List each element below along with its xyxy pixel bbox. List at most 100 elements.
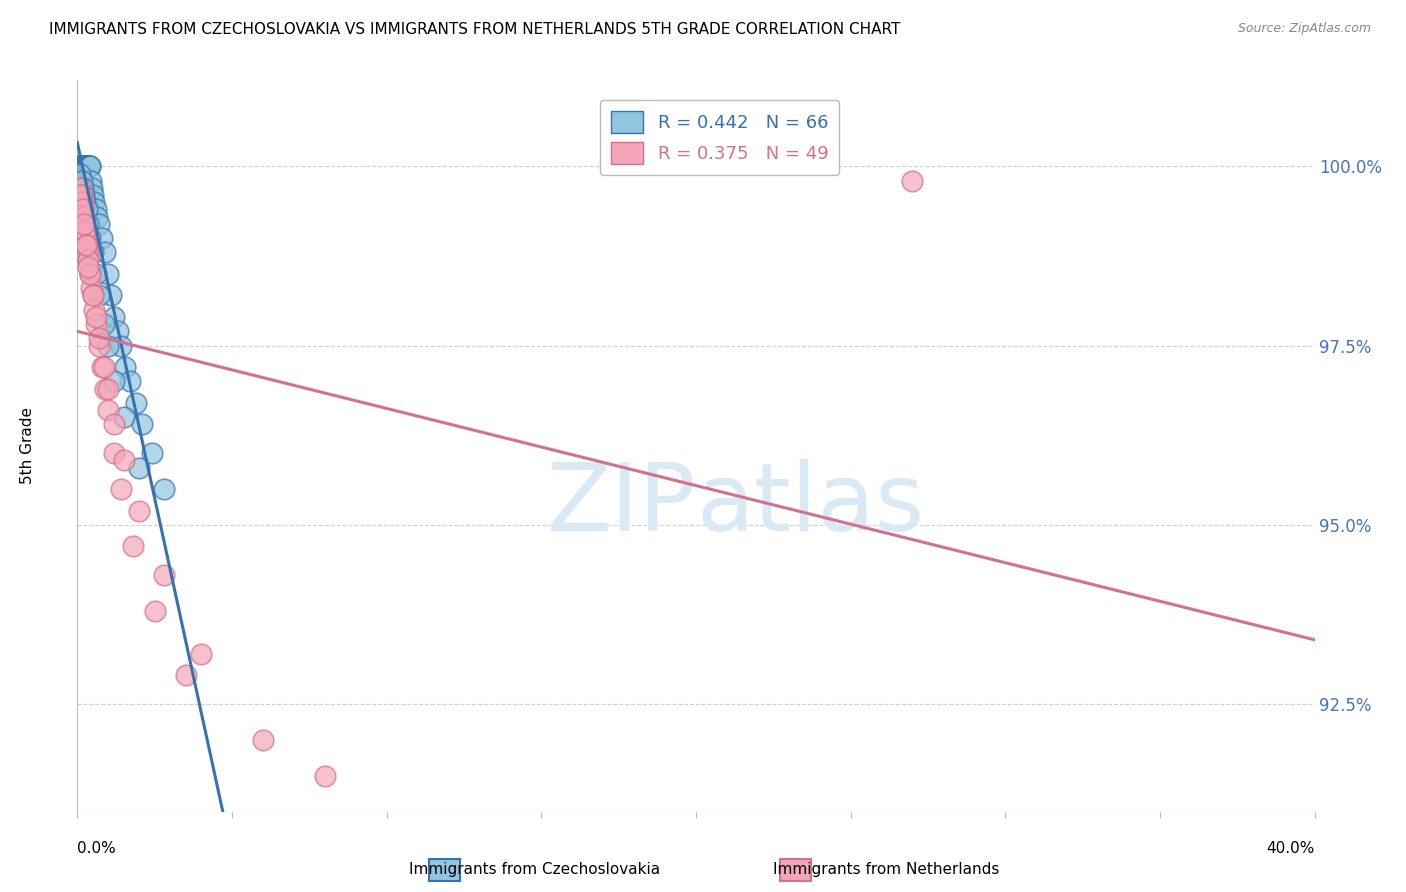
Point: [83, 195, 105, 210]
Point: [77, 159, 100, 173]
Point: [73, 159, 96, 173]
Point: [118, 375, 141, 389]
Point: [72, 159, 94, 173]
Point: [100, 288, 122, 302]
Point: [103, 375, 125, 389]
Point: [131, 417, 153, 432]
Point: [80, 174, 103, 188]
Point: [103, 310, 125, 324]
Point: [70, 174, 93, 188]
Point: [76, 238, 98, 252]
Point: [73, 217, 96, 231]
Point: [70, 188, 93, 202]
Point: [83, 302, 105, 317]
Text: 5th Grade: 5th Grade: [20, 408, 35, 484]
Text: Source: ZipAtlas.com: Source: ZipAtlas.com: [1237, 22, 1371, 36]
Point: [76, 159, 98, 173]
Point: [69, 159, 91, 173]
Point: [79, 267, 101, 281]
Point: [77, 260, 100, 274]
Point: [252, 733, 274, 747]
Text: 40.0%: 40.0%: [1267, 841, 1315, 856]
Point: [87, 338, 110, 352]
Point: [73, 188, 96, 202]
Point: [314, 769, 336, 783]
Point: [82, 188, 104, 202]
Point: [69, 167, 91, 181]
Point: [103, 417, 125, 432]
Point: [75, 231, 97, 245]
Point: [114, 360, 136, 375]
Point: [75, 159, 97, 173]
Point: [75, 224, 96, 238]
Point: [70, 159, 93, 173]
Point: [91, 231, 114, 245]
Point: [76, 245, 98, 260]
Point: [72, 202, 94, 217]
Point: [84, 267, 107, 281]
Point: [128, 460, 150, 475]
Point: [70, 188, 93, 202]
Point: [107, 324, 129, 338]
Point: [110, 338, 132, 352]
Point: [75, 159, 96, 173]
Point: [141, 446, 163, 460]
Point: [79, 159, 101, 173]
Point: [84, 317, 107, 331]
Point: [97, 267, 120, 281]
Point: [75, 195, 97, 210]
Legend: R = 0.442   N = 66, R = 0.375   N = 49: R = 0.442 N = 66, R = 0.375 N = 49: [600, 100, 839, 175]
Text: atlas: atlas: [696, 458, 924, 550]
Point: [87, 331, 110, 345]
Point: [103, 446, 125, 460]
Point: [901, 174, 924, 188]
Point: [70, 195, 93, 210]
Point: [72, 210, 94, 224]
Point: [93, 360, 115, 375]
Point: [84, 202, 107, 217]
Point: [84, 310, 107, 324]
Point: [153, 482, 176, 496]
Point: [67, 159, 90, 173]
Point: [128, 503, 150, 517]
Point: [72, 202, 94, 217]
Point: [69, 181, 91, 195]
Point: [73, 159, 96, 173]
Point: [75, 159, 97, 173]
Point: [82, 245, 104, 260]
Point: [86, 210, 108, 224]
Point: [72, 159, 94, 173]
Point: [76, 159, 98, 173]
Point: [77, 159, 100, 173]
Point: [174, 668, 197, 682]
Point: [72, 159, 94, 173]
Point: [87, 217, 110, 231]
Point: [73, 159, 96, 173]
Point: [75, 159, 97, 173]
Point: [72, 210, 94, 224]
Point: [112, 410, 135, 425]
Point: [190, 647, 212, 661]
Point: [94, 245, 117, 260]
Point: [72, 159, 94, 173]
Point: [87, 288, 110, 302]
Point: [77, 252, 100, 267]
Point: [70, 195, 93, 210]
Point: [76, 238, 98, 252]
Point: [72, 159, 94, 173]
Point: [97, 382, 120, 396]
Point: [77, 159, 100, 173]
Point: [70, 159, 93, 173]
Point: [143, 604, 166, 618]
Point: [91, 360, 114, 375]
Point: [76, 159, 98, 173]
Text: Immigrants from Netherlands: Immigrants from Netherlands: [772, 863, 1000, 877]
Point: [75, 224, 96, 238]
Point: [80, 281, 103, 295]
Point: [82, 181, 104, 195]
Text: ZIP: ZIP: [547, 458, 696, 550]
Point: [97, 403, 120, 417]
Point: [153, 568, 176, 582]
Point: [73, 217, 96, 231]
Point: [72, 181, 94, 195]
